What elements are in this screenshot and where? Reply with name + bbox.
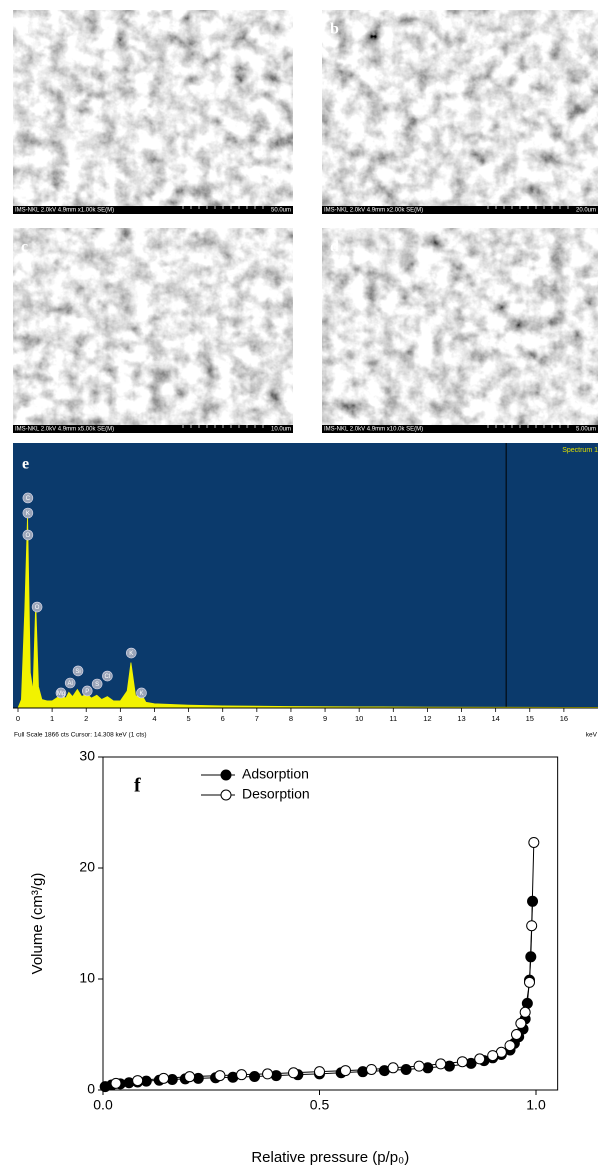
x-tick-label: 1 (50, 714, 54, 723)
data-point (237, 1070, 247, 1080)
legend-marker (221, 790, 231, 800)
data-point (366, 1064, 376, 1074)
y-tick-label: 30 (79, 748, 95, 764)
data-point (215, 1071, 225, 1081)
x-tick-label: 4 (152, 714, 156, 723)
peak-label: P (85, 689, 89, 695)
sem-info: IMS-NKL 2.0kV 4.9mm x10.0k SE(M) (324, 427, 423, 433)
data-point (529, 837, 539, 847)
peak-label: C (26, 496, 31, 502)
data-point (475, 1054, 485, 1064)
spectrum-background (13, 443, 598, 708)
x-tick-label: 0.0 (93, 1097, 113, 1113)
peak-label: K (129, 651, 133, 657)
panel-label: a (21, 21, 29, 38)
x-unit: keV (586, 732, 598, 739)
data-point (488, 1051, 498, 1061)
data-point (133, 1076, 143, 1086)
legend-label: Adsorption (242, 766, 309, 782)
data-point (436, 1059, 446, 1069)
sem-image (322, 228, 598, 433)
sem-image (322, 10, 598, 214)
data-point (457, 1057, 467, 1067)
y-axis-title: Volume (cm³/g) (29, 873, 46, 975)
peak-label: Al (68, 681, 73, 687)
x-tick-label: 0.5 (310, 1097, 330, 1113)
x-tick-label: 0 (16, 714, 20, 723)
data-point (250, 1071, 260, 1081)
spectrum-name: Spectrum 1 (562, 447, 598, 454)
x-tick-label: 5 (187, 714, 191, 723)
data-point (527, 921, 537, 931)
data-point (512, 1030, 522, 1040)
panel-label: b (330, 21, 339, 38)
sem-info: IMS-NKL 2.0kV 4.9mm x5.00k SE(M) (15, 427, 114, 433)
data-point (111, 1078, 121, 1088)
page: a IMS-NKL 2.0kV 4.9mm x1.00k SE(M) 50.0um b… (0, 0, 598, 1172)
x-tick-label: 2 (84, 714, 88, 723)
x-tick-label: 14 (491, 714, 499, 723)
sem-scale: 5.00um (576, 427, 596, 433)
sem-info: IMS-NKL 2.0kV 4.9mm x1.00k SE(M) (15, 208, 114, 214)
y-tick-label: 20 (79, 859, 95, 875)
x-tick-label: 3 (118, 714, 122, 723)
data-point (185, 1072, 195, 1082)
data-point (414, 1061, 424, 1071)
y-tick-label: 10 (79, 970, 95, 986)
x-tick-label: 16 (560, 714, 568, 723)
peak-label: K (139, 691, 143, 697)
sem-scale: 20.0um (576, 208, 596, 214)
data-point (315, 1067, 325, 1077)
data-point (388, 1063, 398, 1073)
peak-label: O (35, 605, 40, 611)
panel-label: d (330, 239, 339, 256)
peak-label: Mg (57, 691, 65, 697)
sem-image (13, 10, 293, 214)
data-point (340, 1066, 350, 1076)
x-tick-label: 15 (526, 714, 534, 723)
x-tick-label: 8 (289, 714, 293, 723)
sem-image (13, 228, 293, 433)
x-tick-label: 10 (355, 714, 363, 723)
data-point (505, 1041, 515, 1051)
x-tick-label: 11 (389, 714, 397, 723)
y-tick-label: 0 (87, 1081, 95, 1097)
x-tick-label: 7 (255, 714, 259, 723)
x-tick-label: 1.0 (526, 1097, 546, 1113)
panel-label: f (134, 775, 141, 797)
sem-info: IMS-NKL 2.0kV 4.9mm x2.00k SE(M) (324, 208, 423, 214)
data-point (263, 1069, 273, 1079)
sem-scale: 50.0um (271, 208, 291, 214)
data-point (516, 1018, 526, 1028)
plot-frame (103, 757, 558, 1090)
panel-label: e (22, 456, 29, 473)
x-tick-label: 13 (457, 714, 465, 723)
peak-label: O (26, 533, 31, 539)
x-tick-label: 9 (323, 714, 327, 723)
panel-label: c (21, 239, 28, 256)
footer: Full Scale 1866 cts Cursor: 14.308 keV (… (14, 732, 147, 739)
data-point (520, 1007, 530, 1017)
peak-label: Si (75, 669, 80, 675)
legend-label: Desorption (242, 786, 310, 802)
data-point (159, 1073, 169, 1083)
legend-marker (221, 770, 231, 780)
figure: a IMS-NKL 2.0kV 4.9mm x1.00k SE(M) 50.0um b… (0, 0, 598, 1172)
peak-label: K (26, 511, 30, 517)
data-point (525, 977, 535, 987)
x-tick-label: 6 (221, 714, 225, 723)
x-axis-title: Relative pressure (p/p₀) (251, 1149, 409, 1166)
sem-scale: 10.0um (271, 427, 291, 433)
peak-label: S (95, 682, 99, 688)
x-tick-label: 12 (423, 714, 431, 723)
peak-label: Cl (105, 674, 111, 680)
data-point (401, 1064, 411, 1074)
data-point (289, 1068, 299, 1078)
series-line (116, 842, 534, 1083)
